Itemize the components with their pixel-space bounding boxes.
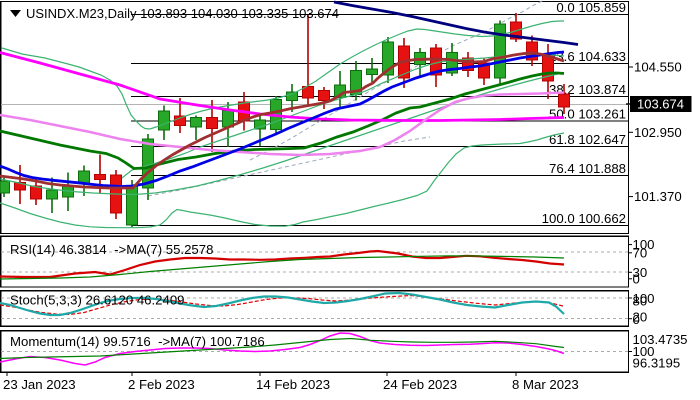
svg-text:101.370: 101.370: [634, 189, 682, 204]
svg-text:61.8 102.647: 61.8 102.647: [549, 132, 626, 147]
svg-text:0.0 105.859: 0.0 105.859: [556, 0, 626, 15]
svg-text:23 Jan 2023: 23 Jan 2023: [3, 377, 76, 392]
svg-text:104.550: 104.550: [634, 60, 682, 75]
svg-text:38.2 103.874: 38.2 103.874: [549, 82, 626, 97]
svg-text:Stoch(5,3,3) 26.6120 46.2409: Stoch(5,3,3) 26.6120 46.2409: [10, 293, 185, 308]
svg-text:Momentum(14) 99.5716 ->MA(7): Momentum(14) 99.5716 ->MA(7) 100.7186: [10, 334, 265, 349]
svg-text:100: 100: [633, 291, 655, 306]
svg-text:50.0 103.261: 50.0 103.261: [549, 107, 626, 122]
svg-text:8 Mar 2023: 8 Mar 2023: [512, 377, 579, 392]
svg-text:2 Feb 2023: 2 Feb 2023: [128, 377, 195, 392]
svg-text:30: 30: [633, 265, 648, 280]
svg-text:103.4735: 103.4735: [633, 332, 688, 347]
svg-text:96.3195: 96.3195: [633, 356, 681, 371]
svg-text:80: 80: [633, 293, 648, 308]
svg-text:100.0 100.662: 100.0 100.662: [542, 211, 626, 226]
svg-text:USINDX.M23,Daily 103.893 104.0: USINDX.M23,Daily 103.893 104.030 103.335…: [26, 6, 339, 21]
svg-text:103.674: 103.674: [637, 97, 684, 112]
svg-text:0: 0: [633, 312, 640, 327]
svg-text:RSI(14) 46.3814 ->MA(7) 55.25: RSI(14) 46.3814 ->MA(7) 55.2578: [10, 242, 213, 257]
svg-text:100: 100: [633, 237, 655, 252]
svg-text:0: 0: [633, 271, 640, 286]
svg-text:100: 100: [633, 344, 655, 359]
svg-text:24 Feb 2023: 24 Feb 2023: [383, 377, 457, 392]
svg-text:20: 20: [633, 309, 648, 324]
svg-text:14 Feb 2023: 14 Feb 2023: [256, 377, 330, 392]
svg-text:23.6 104.633: 23.6 104.633: [549, 49, 626, 64]
svg-text:102.950: 102.950: [634, 125, 682, 140]
svg-text:70: 70: [633, 245, 648, 260]
svg-text:76.4 101.888: 76.4 101.888: [549, 161, 626, 176]
